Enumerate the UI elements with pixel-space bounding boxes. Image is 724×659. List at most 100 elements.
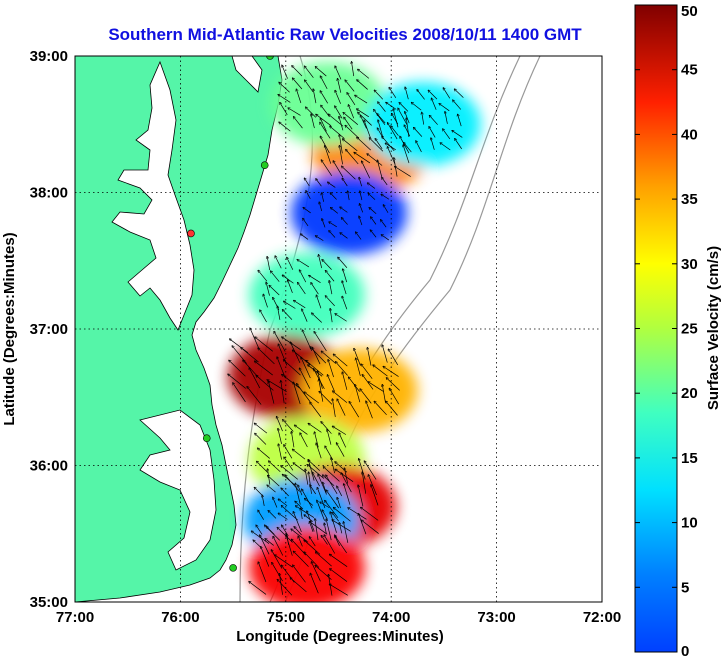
radar-site-marker xyxy=(260,161,269,169)
velocity-vector xyxy=(319,202,323,212)
velocity-vector xyxy=(399,103,409,112)
velocity-vector xyxy=(431,138,435,150)
velocity-vector xyxy=(362,472,367,494)
velocity-vector xyxy=(325,501,339,519)
velocity-vector xyxy=(344,117,353,130)
velocity-vector xyxy=(256,375,274,391)
velocity-vector xyxy=(342,296,348,310)
velocity-vector xyxy=(311,283,319,295)
velocity-vector xyxy=(273,497,278,508)
velocity-vector xyxy=(328,360,334,378)
velocity-vector xyxy=(343,269,348,283)
colorbar-tick-label: 5 xyxy=(681,579,689,596)
velocity-vector xyxy=(417,90,425,100)
velocity-vector xyxy=(258,348,275,365)
velocity-vector xyxy=(249,368,261,389)
velocity-vector xyxy=(361,507,379,521)
velocity-vector xyxy=(368,183,376,189)
velocity-vector xyxy=(371,485,379,506)
velocity-vector xyxy=(258,562,267,583)
velocity-vector xyxy=(298,536,303,547)
velocity-vector xyxy=(332,426,347,435)
velocity-vector xyxy=(360,115,367,129)
colorbar-tick-label: 0 xyxy=(681,643,689,659)
velocity-vector xyxy=(327,429,332,445)
velocity-vector xyxy=(288,280,293,294)
velocity-vector xyxy=(322,193,325,202)
velocity-vector xyxy=(322,219,326,228)
velocity-vector xyxy=(308,460,315,481)
velocity-vector xyxy=(335,90,341,104)
velocity-vector xyxy=(320,76,328,90)
velocity-vector xyxy=(342,372,348,390)
velocity-vector xyxy=(284,301,296,309)
velocity-vector xyxy=(309,275,321,283)
colorbar-tick-label: 50 xyxy=(681,3,698,20)
velocity-vector xyxy=(279,574,283,595)
velocity-vector xyxy=(290,578,307,593)
velocity-vector xyxy=(337,498,341,509)
velocity-vector xyxy=(304,392,320,404)
velocity-vector xyxy=(329,584,348,596)
colorbar-tick-label: 40 xyxy=(681,126,698,143)
x-tick-labels: 77:00 76:00 75:00 74:00 73:00 72:00 xyxy=(56,609,621,626)
y-tick-label: 37:00 xyxy=(30,321,68,338)
velocity-vector xyxy=(324,535,336,554)
velocity-vector xyxy=(278,499,288,507)
chesapeake-bay xyxy=(111,60,195,331)
velocity-vector xyxy=(277,580,293,596)
velocity-vector xyxy=(393,109,399,128)
velocity-vector xyxy=(445,112,448,124)
velocity-vector xyxy=(281,381,285,404)
velocity-vector xyxy=(268,382,275,404)
velocity-vector xyxy=(282,65,288,79)
velocity-vector xyxy=(335,469,354,482)
velocity-vector xyxy=(333,161,344,178)
velocity-vector xyxy=(293,565,306,583)
velocity-vector xyxy=(356,358,361,377)
colorbar-tick-label: 15 xyxy=(681,450,698,467)
velocity-vector xyxy=(364,461,377,480)
velocity-vector xyxy=(359,459,366,480)
velocity-vector xyxy=(375,139,383,150)
velocity-vector xyxy=(294,300,306,309)
velocity-vector xyxy=(316,443,322,459)
velocity-vector xyxy=(310,485,316,495)
velocity-vector xyxy=(340,233,348,239)
velocity-vector xyxy=(382,385,386,403)
velocity-vector xyxy=(385,143,396,151)
velocity-vector xyxy=(428,90,438,100)
velocity-vector xyxy=(317,371,323,389)
velocity-vector xyxy=(260,310,267,323)
velocity-vector xyxy=(229,360,246,377)
velocity-vector xyxy=(403,145,410,164)
velocity-vector xyxy=(386,378,400,391)
velocity-vector xyxy=(274,332,286,352)
velocity-vector xyxy=(287,257,294,270)
velocity-vector xyxy=(405,87,409,100)
velocity-vector xyxy=(278,513,288,520)
velocity-vector xyxy=(310,573,319,594)
velocity-vector xyxy=(326,475,338,494)
velocity-vector xyxy=(332,513,339,522)
velocity-vector xyxy=(315,519,319,541)
x-tick-label: 76:00 xyxy=(161,609,199,626)
x-tick-label: 73:00 xyxy=(477,609,515,626)
velocity-vector xyxy=(298,485,303,496)
velocity-vector xyxy=(382,178,388,186)
velocity-vector xyxy=(233,383,246,403)
velocity-vector xyxy=(262,495,265,506)
velocity-vector xyxy=(299,270,307,283)
velocity-vector xyxy=(299,368,311,389)
velocity-vector xyxy=(398,108,408,126)
velocity-vector xyxy=(337,486,343,497)
velocity-vector xyxy=(404,125,411,137)
velocity-vector xyxy=(260,535,270,555)
radar-site-marker xyxy=(187,229,195,238)
velocity-vector xyxy=(265,525,281,541)
velocity-vector xyxy=(277,528,293,543)
velocity-vector xyxy=(321,536,328,545)
colorbar-tick-label: 10 xyxy=(681,515,698,532)
velocity-vector xyxy=(359,216,363,226)
